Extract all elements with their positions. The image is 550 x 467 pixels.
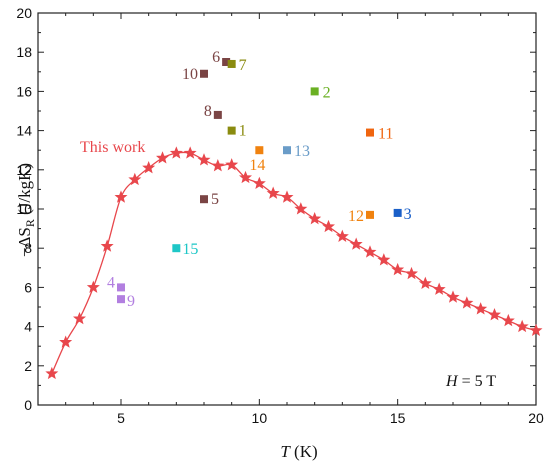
data-point-star xyxy=(308,211,322,225)
reference-point-13 xyxy=(283,146,291,155)
reference-point-11 xyxy=(366,128,374,137)
series-label-this-work: This work xyxy=(80,139,145,156)
reference-point-8 xyxy=(213,110,222,119)
reference-label-12: 12 xyxy=(348,208,364,225)
data-point-star xyxy=(142,161,156,174)
data-point-star xyxy=(501,313,515,327)
reference-point-9 xyxy=(117,295,125,304)
x-tick-label: 20 xyxy=(528,410,544,426)
reference-label-9: 9 xyxy=(127,293,135,310)
x-tick-label: 5 xyxy=(117,410,125,426)
reference-label-14: 14 xyxy=(249,157,265,174)
reference-point-10 xyxy=(200,69,208,78)
data-point-star xyxy=(335,229,349,242)
plot-frame xyxy=(37,12,537,406)
y-tick-label: 16 xyxy=(16,83,32,99)
data-layer xyxy=(45,58,543,380)
reference-point-12 xyxy=(366,210,374,219)
reference-label-8: 8 xyxy=(204,103,212,120)
y-tick-label: 8 xyxy=(24,240,32,256)
y-tick-label: 12 xyxy=(16,162,32,178)
reference-label-2: 2 xyxy=(323,84,331,101)
reference-point-4 xyxy=(117,283,125,292)
data-point-star xyxy=(460,296,474,309)
data-point-star xyxy=(225,158,239,171)
reference-label-7: 7 xyxy=(239,57,247,74)
reference-label-13: 13 xyxy=(294,143,310,160)
data-point-star xyxy=(363,245,377,258)
reference-point-5 xyxy=(200,195,208,204)
data-point-star xyxy=(128,172,142,186)
data-point-star xyxy=(266,186,280,199)
data-point-star xyxy=(100,239,114,252)
data-point-star xyxy=(59,335,73,348)
data-point-star xyxy=(197,153,211,166)
data-point-star xyxy=(239,170,252,184)
y-tick-label: 18 xyxy=(16,44,32,60)
x-tick-label: 15 xyxy=(390,410,406,426)
reference-label-10: 10 xyxy=(182,66,198,83)
y-axis-title: −ΔSR (J/kgK) xyxy=(15,163,37,257)
x-axis-title: T (K) xyxy=(280,442,317,461)
data-point-star xyxy=(488,308,501,321)
reference-label-3: 3 xyxy=(404,206,412,223)
data-point-star xyxy=(405,266,418,280)
y-tick-label: 10 xyxy=(16,201,32,217)
y-tick-label: 2 xyxy=(24,358,32,374)
y-tick-label: 6 xyxy=(24,279,32,295)
reference-point-14 xyxy=(255,146,264,155)
y-tick-label: 4 xyxy=(24,319,32,335)
data-point-star xyxy=(183,146,197,159)
data-point-star xyxy=(114,190,128,203)
data-point-star xyxy=(349,237,363,250)
data-point-star xyxy=(45,366,59,380)
data-point-star xyxy=(211,159,225,172)
data-point-star xyxy=(73,311,86,325)
data-point-star xyxy=(446,290,460,303)
data-point-star xyxy=(432,282,446,295)
data-point-star xyxy=(515,319,529,333)
reference-point-2 xyxy=(310,87,319,96)
reference-point-15 xyxy=(172,244,181,253)
reference-label-1: 1 xyxy=(239,123,247,140)
y-tick-label: 20 xyxy=(16,5,32,21)
reference-label-6: 6 xyxy=(212,49,220,66)
data-point-star xyxy=(391,262,405,276)
data-point-star xyxy=(418,276,432,289)
data-point-star xyxy=(280,190,294,203)
reference-point-3 xyxy=(393,208,402,217)
data-point-star xyxy=(294,202,308,215)
x-tick-label: 10 xyxy=(252,410,268,426)
data-point-star xyxy=(474,302,488,315)
reference-point-7 xyxy=(227,59,236,68)
data-point-star xyxy=(86,280,100,293)
y-tick-label: 14 xyxy=(16,123,32,139)
data-point-star xyxy=(322,219,335,233)
field-annotation: H = 5 T xyxy=(445,373,496,390)
data-point-star xyxy=(377,253,391,266)
reference-point-6 xyxy=(222,58,231,66)
data-point-star xyxy=(252,176,266,190)
y-tick-label: 0 xyxy=(24,397,32,413)
reference-label-15: 15 xyxy=(182,241,198,258)
reference-point-1 xyxy=(227,126,236,135)
series-line-this-work xyxy=(51,151,537,374)
reference-label-11: 11 xyxy=(378,126,393,143)
reference-label-5: 5 xyxy=(211,191,219,208)
data-point-star xyxy=(529,323,543,337)
data-point-star xyxy=(156,151,169,164)
reference-label-4: 4 xyxy=(107,274,115,291)
data-point-star xyxy=(169,146,183,159)
